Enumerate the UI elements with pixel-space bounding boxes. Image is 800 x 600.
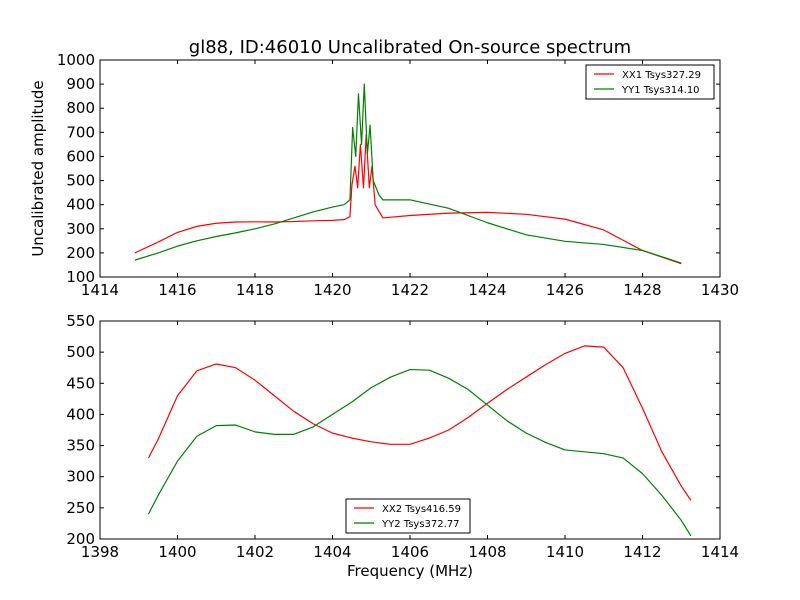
y-tick-label: 300 [66,220,95,238]
x-axis-label: Frequency (MHz) [347,562,473,580]
series-line-yy1 [134,83,682,264]
series-line-xx1 [134,134,682,265]
y-tick-label: 500 [66,343,95,361]
x-tick-label: 1428 [623,281,661,299]
y-tick-label: 600 [66,147,95,165]
y-tick-label: 100 [66,268,95,286]
legend-box [585,64,715,100]
x-tick-label: 1402 [236,543,274,561]
y-tick-label: 200 [66,244,95,262]
legend: XX2 Tsys416.59 YY2 Tsys372.77 [345,498,471,534]
y-tick-label: 700 [66,123,95,141]
legend-box [345,498,471,534]
legend-entry: XX1 Tsys327.29 [622,70,701,81]
y-tick-label: 500 [66,172,95,190]
x-tick-label: 1398 [81,543,119,561]
legend-entry: YY1 Tsys314.10 [621,85,700,96]
x-tick-label: 1414 [81,281,119,299]
x-tick-label: 1418 [236,281,274,299]
legend-entry: XX2 Tsys416.59 [382,504,461,515]
y-axis-label: Uncalibrated amplitude [29,80,47,256]
chart-title: gl88, ID:46010 Uncalibrated On-source sp… [189,37,631,58]
x-tick-label: 1410 [546,543,584,561]
y-tick-label: 550 [66,312,95,330]
y-tick-label: 250 [66,499,95,517]
chart-top: 1414 1416 1418 1420 1422 1424 1426 1428 1430 100 2… [29,37,739,299]
y-tick-label: 900 [66,75,95,93]
chart-bottom: 1398 1400 1402 1404 1406 1408 1410 1412 1414 200 2… [66,312,739,580]
y-tick-label: 200 [66,530,95,548]
legend: XX1 Tsys327.29 YY1 Tsys314.10 [585,64,715,100]
x-tick-label: 1420 [313,281,351,299]
x-tick-label: 1412 [623,543,661,561]
x-tick-label: 1414 [701,543,739,561]
x-tick-label: 1406 [391,543,429,561]
y-tick-label: 350 [66,437,95,455]
y-tick-label: 800 [66,99,95,117]
series-line-yy2 [147,368,692,537]
y-tick-label: 400 [66,196,95,214]
y-tick-label: 400 [66,405,95,423]
x-tick-label: 1430 [701,281,739,299]
x-tick-label: 1422 [391,281,429,299]
x-tick-label: 1416 [158,281,196,299]
legend-entry: YY2 Tsys372.77 [381,519,460,530]
series-line-xx2 [147,345,692,501]
y-tick-label: 1000 [57,51,95,69]
x-tick-label: 1426 [546,281,584,299]
x-tick-label: 1404 [313,543,351,561]
y-tick-label: 300 [66,468,95,486]
x-tick-label: 1424 [468,281,506,299]
y-tick-label: 450 [66,374,95,392]
x-tick-label: 1408 [468,543,506,561]
x-tick-label: 1400 [158,543,196,561]
